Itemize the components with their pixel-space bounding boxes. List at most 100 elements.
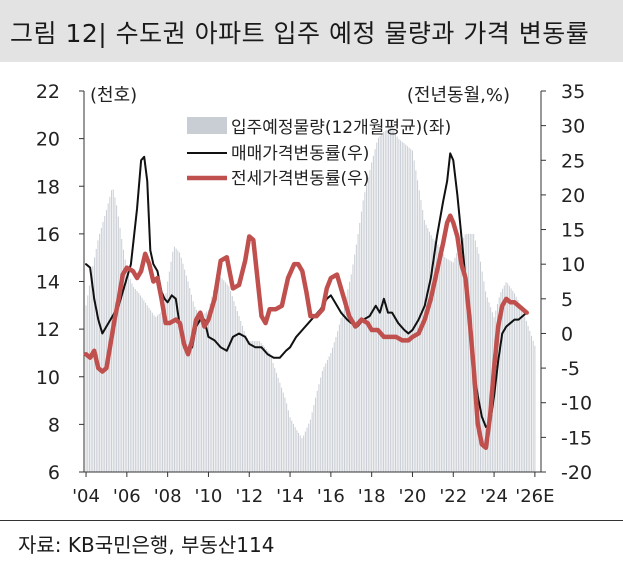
supply-bar	[241, 325, 243, 472]
supply-bar	[502, 288, 504, 472]
supply-bar	[196, 309, 198, 472]
supply-bar	[218, 279, 220, 472]
supply-bar	[151, 312, 153, 472]
supply-bar	[94, 257, 96, 472]
supply-bar	[512, 290, 514, 472]
supply-bar	[87, 295, 89, 472]
supply-bar	[462, 237, 464, 472]
supply-bar	[423, 219, 425, 472]
supply-bar	[468, 233, 470, 473]
supply-bar	[201, 316, 203, 472]
supply-bar	[121, 239, 123, 472]
legend-label-jeonse: 전세가격변동률(우)	[231, 169, 369, 189]
left-tick-label: 18	[36, 176, 60, 198]
supply-bar	[153, 315, 155, 472]
supply-bar	[262, 345, 264, 472]
supply-bar	[451, 261, 453, 472]
right-tick-label: 30	[561, 116, 585, 138]
supply-bar	[369, 169, 371, 472]
supply-bar	[182, 263, 184, 472]
supply-bar	[247, 338, 249, 472]
supply-bar	[204, 313, 206, 472]
supply-bar	[258, 341, 260, 472]
supply-bar	[445, 258, 447, 472]
supply-bar	[486, 297, 488, 472]
supply-bar	[434, 240, 436, 472]
supply-bar	[185, 275, 187, 472]
supply-bar	[306, 427, 308, 472]
supply-bar	[173, 246, 175, 472]
supply-bar	[350, 274, 352, 472]
supply-bar	[442, 253, 444, 472]
supply-bar	[184, 269, 186, 472]
supply-bar	[190, 294, 192, 472]
right-tick-label: 10	[561, 254, 585, 276]
supply-bar	[136, 291, 138, 472]
supply-bar	[401, 141, 403, 473]
supply-bar	[304, 431, 306, 472]
legend-swatch-supply	[187, 117, 227, 134]
supply-bar	[245, 335, 247, 472]
x-tick-label: '20	[399, 486, 427, 507]
supply-bar	[158, 313, 160, 472]
supply-bar	[221, 278, 223, 472]
supply-bar	[267, 350, 269, 472]
supply-bar	[461, 241, 463, 472]
supply-bar	[179, 252, 181, 472]
supply-bar	[116, 205, 118, 473]
supply-bar	[337, 331, 339, 472]
supply-bar	[403, 143, 405, 472]
right-tick-label: 35	[561, 81, 585, 103]
supply-bar	[481, 271, 483, 472]
supply-bar	[335, 337, 337, 472]
supply-bar	[233, 301, 235, 472]
supply-bar	[299, 435, 301, 472]
supply-bar	[143, 300, 145, 472]
supply-bar	[326, 359, 328, 472]
supply-bar	[389, 127, 391, 473]
supply-bar	[301, 438, 303, 472]
supply-bar	[139, 295, 141, 472]
supply-bar	[323, 366, 325, 472]
supply-bar	[292, 423, 294, 472]
supply-bar	[230, 291, 232, 472]
x-tick-label: '14	[276, 486, 304, 507]
supply-bar	[238, 316, 240, 472]
supply-bar	[503, 285, 505, 472]
supply-bar	[437, 244, 439, 472]
supply-bar	[355, 244, 357, 472]
left-tick-label: 12	[36, 319, 60, 341]
supply-bar	[282, 392, 284, 472]
supply-bar	[126, 269, 128, 472]
supply-bar	[105, 210, 107, 472]
supply-bar	[456, 253, 458, 472]
supply-bar	[274, 367, 276, 472]
right-tick-label: 0	[561, 323, 573, 345]
supply-bar	[459, 244, 461, 472]
supply-bar	[202, 314, 204, 472]
x-tick-label: '08	[154, 486, 182, 507]
supply-bar	[281, 387, 283, 472]
supply-bar	[150, 310, 152, 472]
supply-bar	[194, 306, 196, 472]
supply-bar	[447, 259, 449, 472]
supply-bar	[213, 290, 215, 472]
supply-bar	[148, 307, 150, 472]
supply-bar	[398, 139, 400, 472]
supply-bar	[155, 316, 157, 472]
supply-bar	[316, 390, 318, 472]
supply-bar	[99, 233, 101, 472]
supply-bar	[374, 149, 376, 472]
supply-bar	[100, 227, 102, 472]
supply-bar	[496, 303, 498, 472]
supply-bar	[500, 292, 502, 472]
supply-bar	[160, 312, 162, 472]
supply-bar	[308, 423, 310, 472]
supply-bar	[264, 346, 266, 472]
supply-bar	[320, 377, 322, 472]
supply-bar	[141, 297, 143, 472]
supply-bar	[90, 275, 92, 472]
supply-bar	[517, 300, 519, 472]
supply-bar	[236, 311, 238, 472]
supply-bar	[483, 281, 485, 472]
